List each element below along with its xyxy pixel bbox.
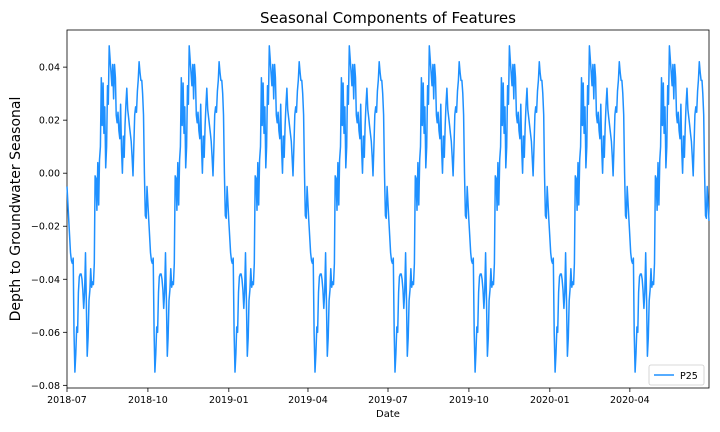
y-tick-label: −0.06 (31, 328, 60, 339)
y-tick-label: 0.02 (39, 116, 60, 127)
x-tick-label: 2019-07 (368, 395, 408, 406)
y-tick-label: −0.02 (31, 222, 60, 233)
x-tick-label: 2020-04 (610, 395, 650, 406)
chart-title: Seasonal Components of Features (260, 9, 516, 27)
legend-label-p25: P25 (680, 371, 698, 382)
legend-box (648, 364, 705, 386)
y-tick-label: −0.04 (31, 275, 60, 286)
x-tick-label: 2018-07 (47, 395, 87, 406)
y-tick-label: −0.08 (31, 381, 60, 392)
x-axis-label: Date (376, 409, 400, 420)
x-axis: 2018-07 2018-10 2019-01 2019-04 2019-07 2019-… (47, 388, 650, 406)
x-tick-label: 2018-10 (128, 395, 168, 406)
y-axis: 0.04 0.02 0.00 −0.02 −0.04 −0.06 −0.08 (31, 63, 67, 392)
x-tick-label: 2020-01 (530, 395, 570, 406)
x-tick-label: 2019-01 (209, 395, 249, 406)
y-tick-label: 0.04 (39, 63, 60, 74)
legend: P25 (648, 364, 705, 386)
y-axis-label: Depth to Groundwater Seasonal (8, 97, 24, 322)
series-layer (66, 45, 710, 373)
series-line-p25 (66, 45, 710, 373)
x-tick-label: 2019-10 (449, 395, 489, 406)
y-tick-label: 0.00 (39, 169, 60, 180)
x-tick-label: 2019-04 (288, 395, 328, 406)
